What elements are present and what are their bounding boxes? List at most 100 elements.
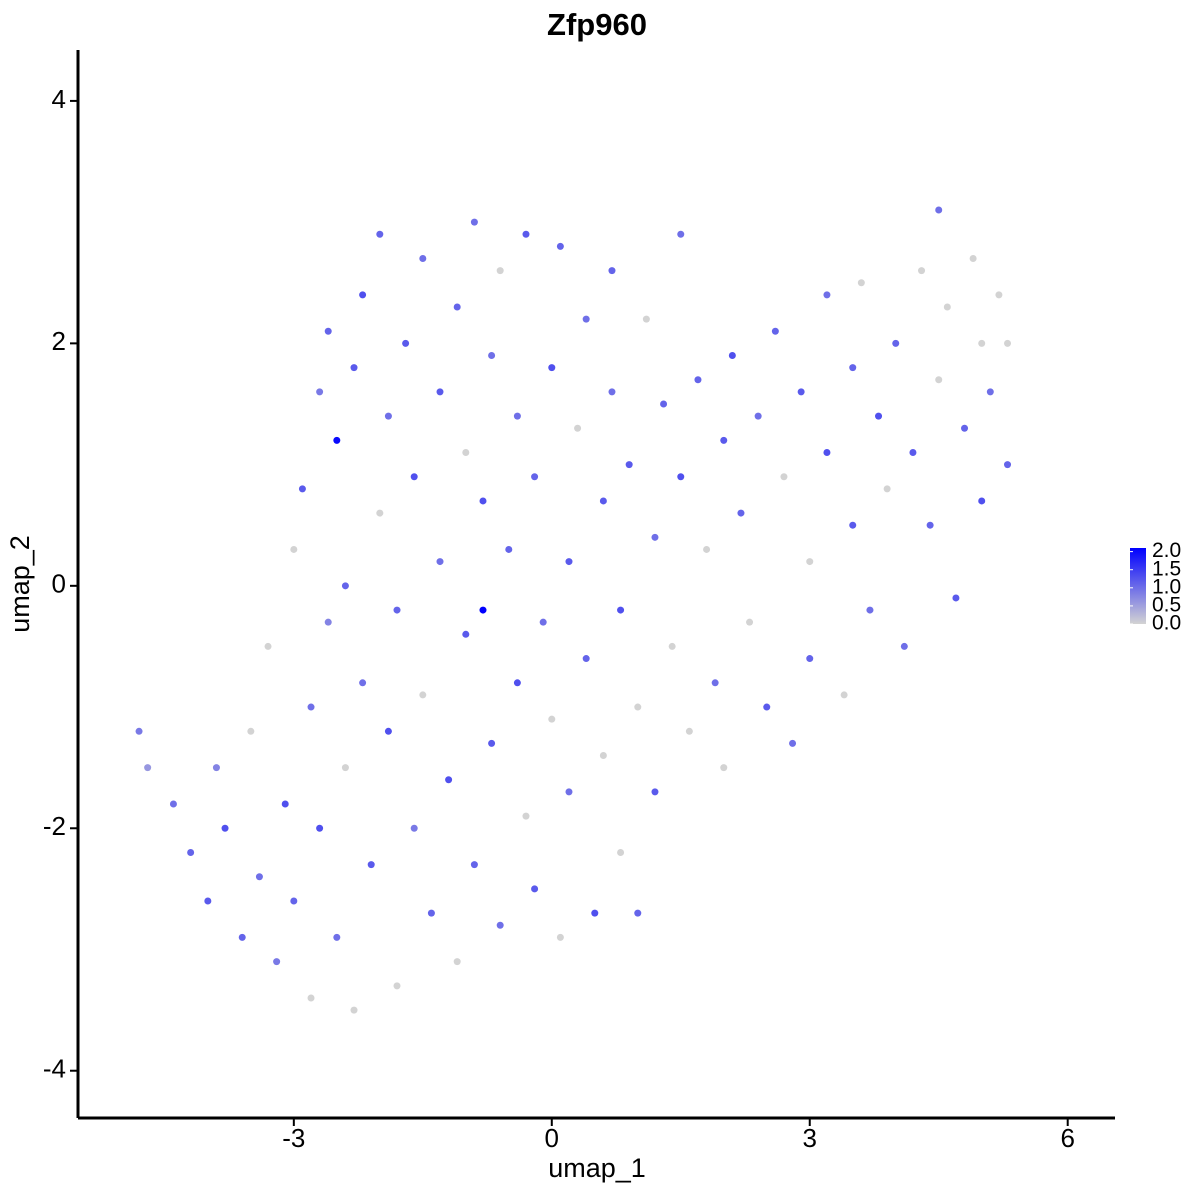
colorbar-tick-label: 2.0 (1152, 539, 1181, 562)
point (961, 424, 969, 432)
point (496, 267, 504, 275)
point (582, 315, 590, 323)
point (333, 933, 341, 941)
point (823, 448, 831, 456)
point (281, 800, 289, 808)
point (677, 230, 685, 238)
point (316, 388, 324, 396)
point (565, 558, 573, 566)
point (677, 473, 685, 481)
point (496, 921, 504, 929)
point (324, 618, 332, 626)
point (591, 909, 599, 917)
point (513, 412, 521, 420)
point (969, 255, 977, 263)
point (849, 521, 857, 529)
point (135, 727, 143, 735)
point (470, 218, 478, 226)
point (410, 473, 418, 481)
point (642, 315, 650, 323)
point (513, 679, 521, 687)
point (522, 812, 530, 820)
y-axis-label: umap_2 (5, 535, 35, 633)
point (187, 849, 195, 857)
point (419, 255, 427, 263)
point (445, 776, 453, 784)
point (935, 206, 943, 214)
point (384, 727, 392, 735)
point (212, 764, 220, 772)
y-tick-label: -2 (43, 811, 66, 841)
point (531, 885, 539, 893)
point (427, 909, 435, 917)
point (307, 703, 315, 711)
point (290, 545, 298, 553)
point (797, 388, 805, 396)
point (221, 824, 229, 832)
point (436, 558, 444, 566)
point (1004, 339, 1012, 347)
point (694, 376, 702, 384)
point (978, 339, 986, 347)
point (660, 400, 668, 408)
point (883, 485, 891, 493)
point (685, 727, 693, 735)
point (367, 861, 375, 869)
colorbar-tick-label: 1.5 (1152, 557, 1181, 580)
point (264, 642, 272, 650)
point (453, 303, 461, 311)
point (479, 606, 487, 614)
point (462, 448, 470, 456)
x-tick-label: 0 (545, 1123, 559, 1153)
point (255, 873, 263, 881)
point (634, 909, 642, 917)
point (376, 509, 384, 517)
point (238, 933, 246, 941)
point (651, 788, 659, 796)
point (926, 521, 934, 529)
point (703, 545, 711, 553)
point (651, 533, 659, 541)
y-tick-label: 4 (52, 84, 66, 114)
point (144, 764, 152, 772)
point (290, 897, 298, 905)
point (840, 691, 848, 699)
colorbar (1130, 548, 1146, 624)
point (522, 230, 530, 238)
point (849, 364, 857, 372)
x-tick-label: -3 (282, 1123, 305, 1153)
point (634, 703, 642, 711)
point (479, 497, 487, 505)
point (582, 655, 590, 663)
point (728, 351, 736, 359)
point (918, 267, 926, 275)
point (393, 606, 401, 614)
colorbar-tick-label: 1.0 (1152, 575, 1181, 598)
point (866, 606, 874, 614)
point (892, 339, 900, 347)
point (169, 800, 177, 808)
point (548, 715, 556, 723)
point (720, 764, 728, 772)
x-tick-label: 3 (803, 1123, 817, 1153)
point (617, 849, 625, 857)
y-tick-label: -4 (43, 1054, 66, 1084)
point (204, 897, 212, 905)
point (625, 461, 633, 469)
chart-title: Zfp960 (547, 7, 647, 42)
point (789, 739, 797, 747)
point (333, 436, 341, 444)
point (488, 739, 496, 747)
point (668, 642, 676, 650)
point (771, 327, 779, 335)
point (410, 824, 418, 832)
point (617, 606, 625, 614)
point (384, 412, 392, 420)
point (402, 339, 410, 347)
point (307, 994, 315, 1002)
point (393, 982, 401, 990)
point (763, 703, 771, 711)
point (539, 618, 547, 626)
point (857, 279, 865, 287)
point (531, 473, 539, 481)
